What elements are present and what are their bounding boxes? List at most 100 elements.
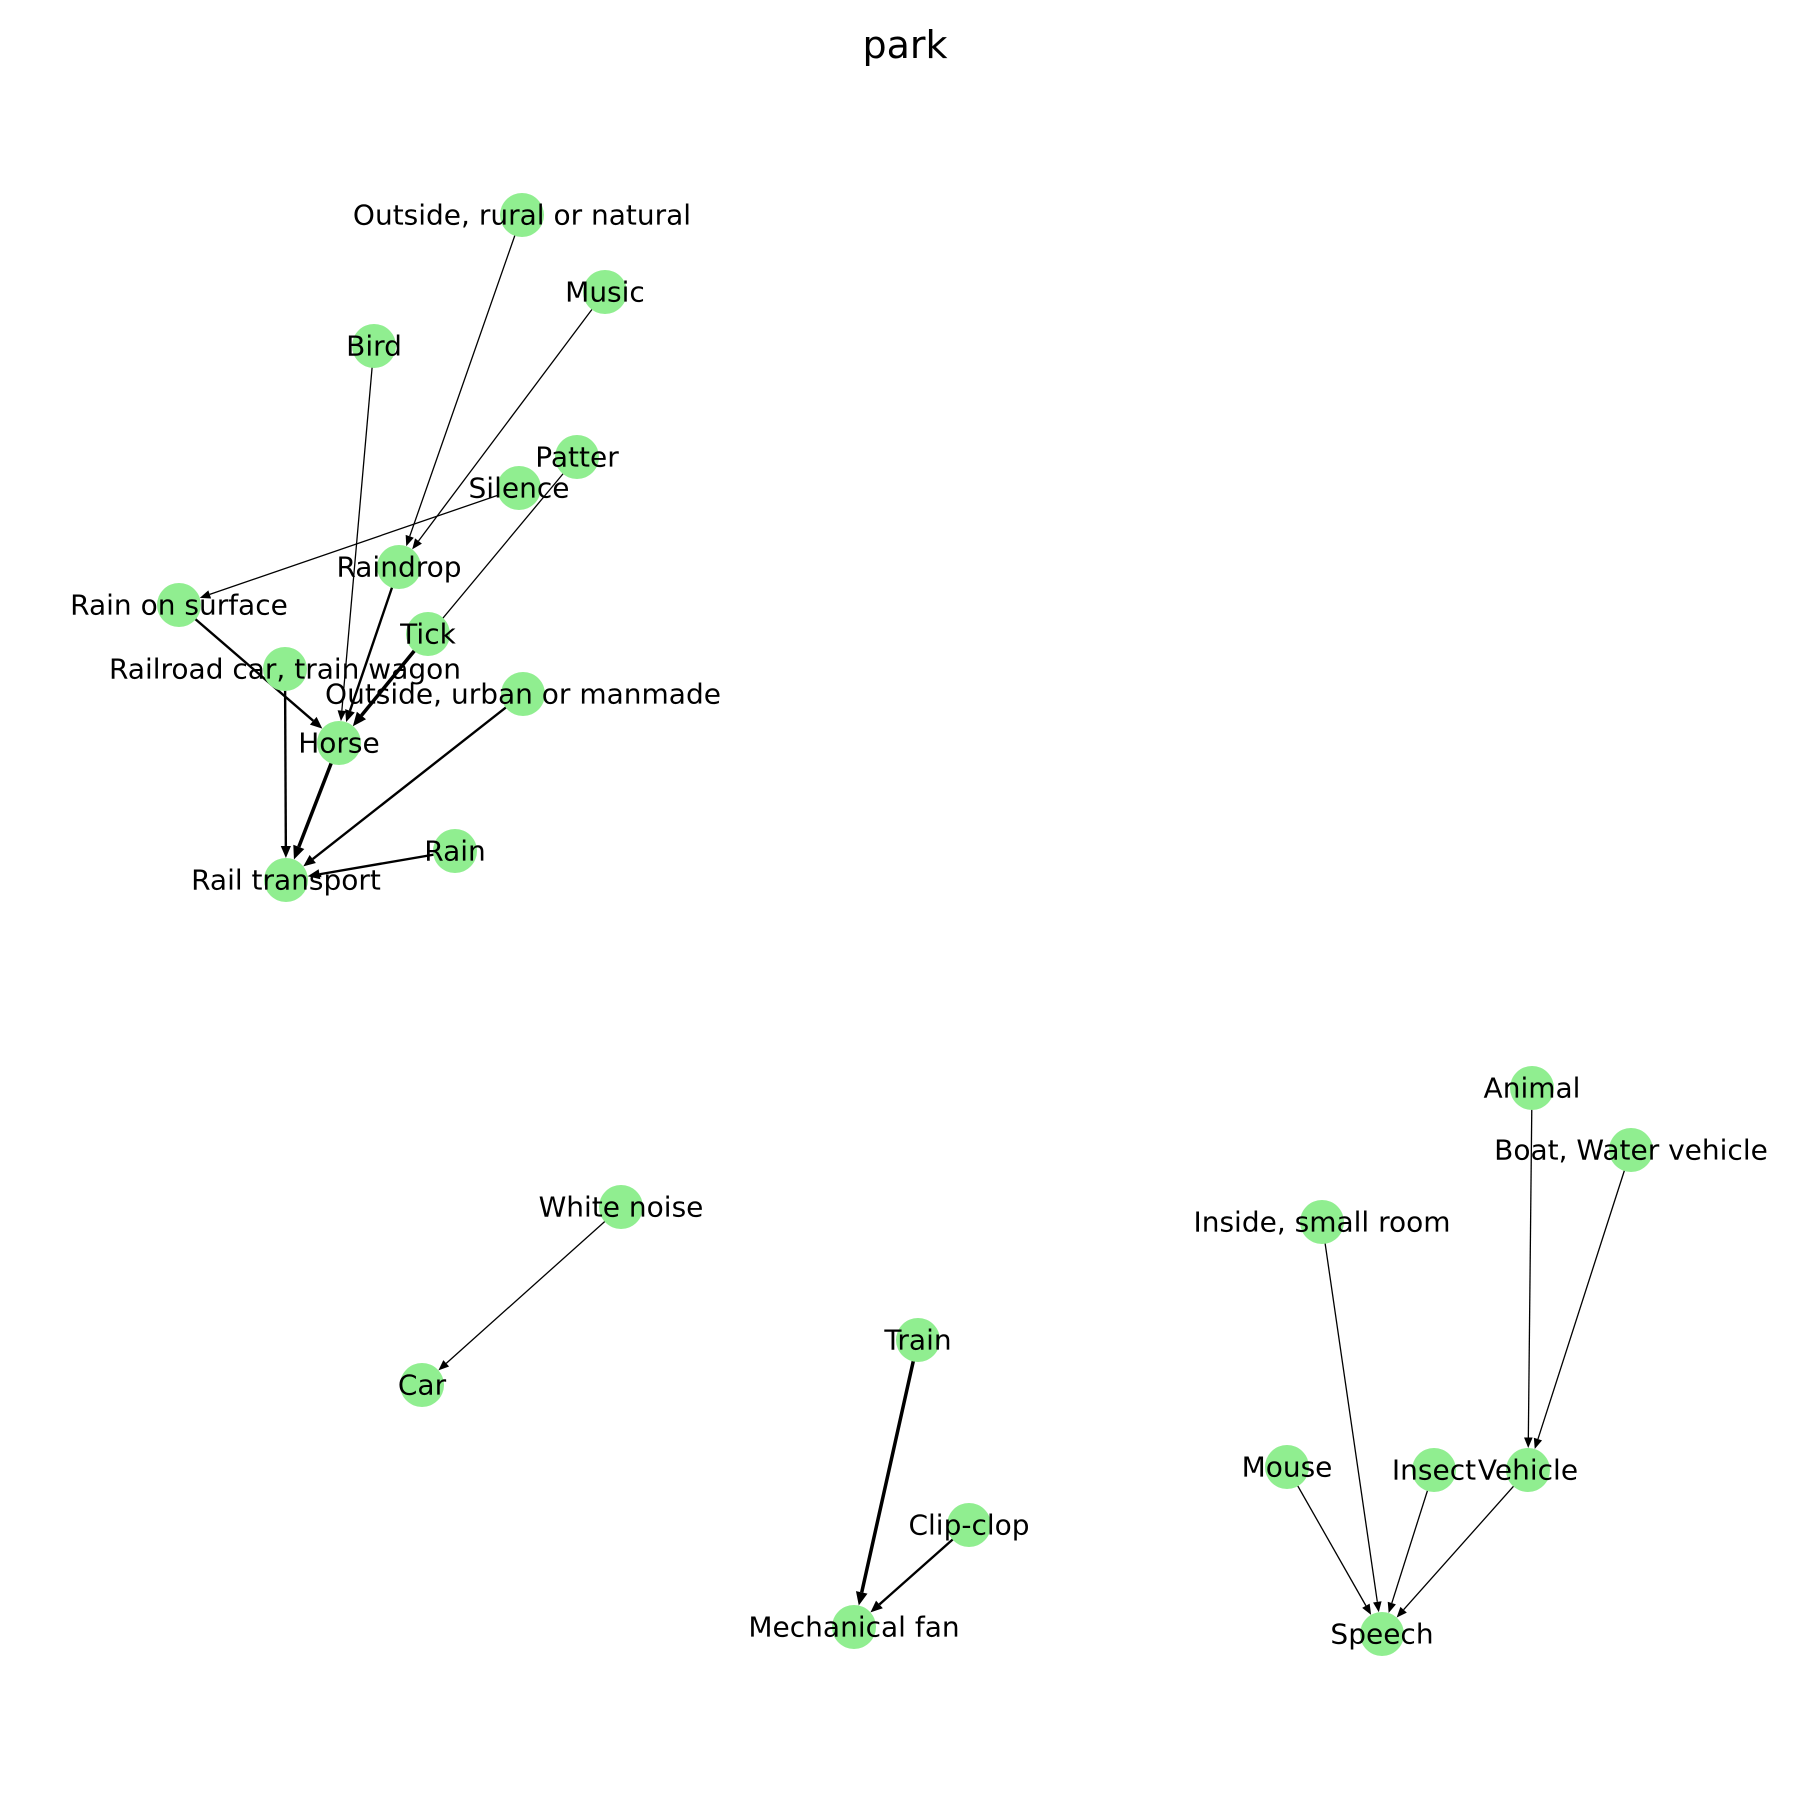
node-label-outside_urban: Outside, urban or manmade — [325, 678, 721, 711]
edge-line — [341, 345, 375, 711]
node-inside_small_room — [1300, 1200, 1344, 1244]
edge-line — [319, 849, 456, 876]
edge-animal-to-vehicle — [1524, 1087, 1533, 1449]
node-label-silence: Silence — [469, 472, 570, 505]
arrowhead-icon — [1373, 1601, 1382, 1613]
arrowhead-icon — [1387, 1601, 1396, 1614]
edge-railroad_car-to-rail_transport — [280, 668, 291, 859]
node-label-rain_on_surface: Rain on surface — [70, 589, 288, 622]
node-mechanical_fan — [832, 1605, 876, 1649]
arrowhead-icon — [345, 709, 355, 723]
node-label-insect: Insect — [1392, 1454, 1476, 1487]
arrowhead-icon — [1524, 1437, 1533, 1449]
nodes-layer — [157, 193, 1653, 1656]
edge-line — [1527, 1087, 1533, 1438]
arrowhead-icon — [337, 710, 347, 722]
node-railroad_car — [263, 647, 307, 691]
edge-line — [209, 487, 520, 596]
edge-mouse-to-speech — [1286, 1466, 1372, 1615]
node-label-clip_clop: Clip-clop — [908, 1509, 1029, 1542]
node-white_noise — [599, 1185, 643, 1229]
node-label-car: Car — [398, 1369, 447, 1402]
node-label-mechanical_fan: Mechanical fan — [748, 1611, 959, 1644]
arrowhead-icon — [293, 844, 305, 860]
edge-line — [312, 693, 524, 860]
arrowhead-icon — [1362, 1603, 1372, 1615]
edge-inside_small_room-to-speech — [1321, 1221, 1382, 1613]
node-patter — [555, 435, 599, 479]
edge-line — [1286, 1466, 1367, 1607]
node-horse — [317, 721, 361, 765]
edge-line — [409, 214, 523, 537]
node-label-white_noise: White noise — [539, 1191, 704, 1224]
node-label-mouse: Mouse — [1242, 1451, 1333, 1484]
labels-layer: Outside, rural or natural Music Bird Patter… — [70, 199, 1768, 1651]
node-label-outside_rural: Outside, rural or natural — [353, 199, 691, 232]
arrowhead-icon — [307, 869, 321, 880]
arrowhead-icon — [1533, 1437, 1543, 1450]
node-train — [896, 1318, 940, 1362]
node-label-speech: Speech — [1330, 1618, 1433, 1651]
edge-outside_rural-to-raindrop — [405, 214, 523, 547]
node-tick — [406, 612, 450, 656]
node-boat — [1609, 1128, 1653, 1172]
node-label-railroad_car: Railroad car, train wagon — [109, 653, 461, 686]
edge-insect-to-speech — [1387, 1469, 1435, 1614]
node-insect — [1412, 1448, 1456, 1492]
node-label-boat: Boat, Water vehicle — [1494, 1134, 1768, 1167]
edge-line — [1391, 1469, 1435, 1604]
edge-train-to-mechanical_fan — [855, 1339, 920, 1606]
node-vehicle — [1506, 1448, 1550, 1492]
arrowhead-icon — [855, 1591, 868, 1606]
node-speech — [1360, 1612, 1404, 1656]
edge-rain_on_surface-to-horse — [178, 604, 323, 729]
node-label-inside_small_room: Inside, small room — [1193, 1206, 1450, 1239]
graph-title: park — [862, 23, 947, 67]
node-animal — [1510, 1066, 1554, 1110]
edge-bird-to-horse — [337, 345, 375, 722]
edges-layer — [178, 214, 1632, 1618]
edge-outside_urban-to-rail_transport — [303, 693, 524, 867]
edge-raindrop-to-horse — [345, 566, 401, 723]
edge-silence-to-rain_on_surface — [199, 487, 520, 599]
node-label-rail_transport: Rail transport — [191, 864, 381, 897]
arrowhead-icon — [1396, 1606, 1407, 1618]
node-silence — [497, 466, 541, 510]
edge-line — [1537, 1149, 1632, 1440]
edge-line — [1403, 1469, 1529, 1611]
edge-line — [417, 291, 606, 542]
arrowhead-icon — [870, 1600, 883, 1613]
edge-vehicle-to-speech — [1396, 1469, 1529, 1618]
edge-line — [445, 1206, 622, 1364]
arrowhead-icon — [405, 534, 414, 547]
node-outside_urban — [501, 672, 545, 716]
arrowhead-icon — [352, 711, 367, 726]
edge-line — [283, 668, 288, 847]
arrowhead-icon — [309, 716, 323, 729]
edge-boat-to-vehicle — [1533, 1149, 1632, 1450]
node-music — [583, 270, 627, 314]
arrowhead-icon — [438, 1360, 450, 1371]
node-label-music: Music — [565, 276, 645, 309]
edge-line — [178, 604, 315, 722]
node-label-raindrop: Raindrop — [336, 551, 461, 584]
edge-line — [860, 1339, 920, 1593]
node-label-bird: Bird — [346, 330, 402, 363]
node-rain — [433, 829, 477, 873]
node-label-horse: Horse — [298, 727, 380, 760]
arrowhead-icon — [303, 854, 316, 867]
node-rail_transport — [264, 858, 308, 902]
node-mouse — [1265, 1445, 1309, 1489]
node-outside_rural — [500, 193, 544, 237]
node-bird — [352, 324, 396, 368]
edge-line — [1321, 1221, 1378, 1602]
arrowhead-icon — [412, 538, 422, 550]
node-clip_clop — [947, 1503, 991, 1547]
node-raindrop — [377, 545, 421, 589]
edge-rain-to-rail_transport — [307, 849, 456, 880]
node-label-patter: Patter — [535, 441, 619, 474]
node-label-vehicle: Vehicle — [1478, 1454, 1578, 1487]
edge-white_noise-to-car — [438, 1206, 622, 1371]
node-label-tick: Tick — [399, 618, 456, 651]
